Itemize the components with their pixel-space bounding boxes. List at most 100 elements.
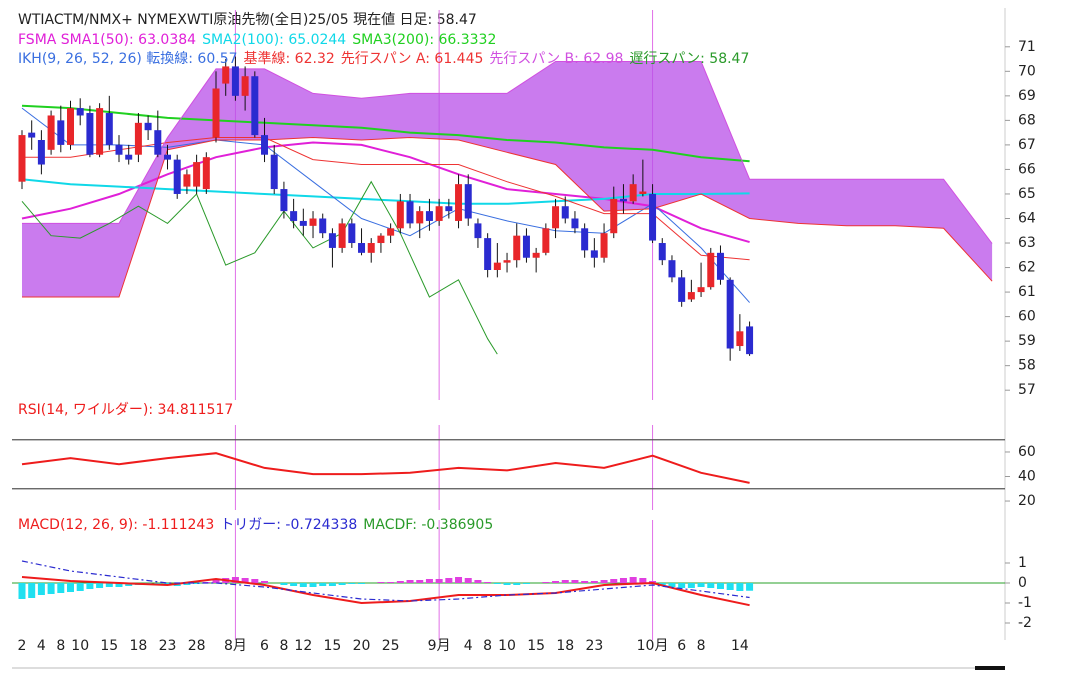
candle-body [164,154,172,160]
candle-body [600,233,608,258]
candle-body [134,122,142,155]
y-tick-label: 58 [1018,358,1036,374]
ichimoku-line [22,136,993,298]
histogram-bar [377,582,385,583]
x-tick-label: 14 [731,638,749,654]
x-tick-label: 2 [18,638,27,654]
candle-body [290,211,298,221]
x-tick-label: 4 [37,638,46,654]
y-tick-label: 70 [1018,63,1036,79]
candle-body [86,113,94,155]
candle-body [639,191,647,194]
candle-body [629,184,637,202]
legend: MACD(12, 26, 9): -1.111243 トリガー: -0.72433… [18,517,493,533]
legend-entry: RSI(14, ワイルダー): 34.811517 [18,402,233,418]
histogram-bar [183,583,191,585]
y-tick-label: 60 [1018,444,1036,460]
candle-body [222,66,230,84]
candle-body [532,252,540,258]
candle-body [96,108,104,155]
y-tick-label: -1 [1018,595,1032,611]
candle-body [377,235,385,244]
histogram-bar [736,583,744,591]
histogram-bar [687,583,695,588]
histogram-bar [658,583,666,585]
candle-body [270,154,278,190]
histogram-bar [474,580,482,583]
histogram-bar [231,577,239,583]
y-tick-label: 57 [1018,382,1036,398]
candle-body [115,144,123,155]
candle-body [726,279,734,349]
candle-body [493,262,501,270]
histogram-bar [125,583,133,586]
candle-body [367,243,375,253]
histogram-bar [18,583,26,599]
histogram-bar [309,583,317,587]
histogram-bar [47,583,55,594]
candle-body [261,135,269,155]
histogram-bar [280,583,288,585]
candle-body [542,228,550,253]
legend-entry: SMA2(100): 65.0244 [202,32,346,48]
candle-body [406,201,414,224]
candle-body [513,235,521,261]
x-tick-label: 18 [129,638,147,654]
ichimoku-line [21,180,498,355]
y-tick-label: 66 [1018,161,1036,177]
y-tick-label: 1 [1018,555,1027,571]
histogram-bar [328,583,336,586]
y-tick-label: 69 [1018,88,1036,104]
histogram-bar [396,581,404,583]
histogram-bar [493,583,501,584]
histogram-bar [57,583,65,593]
legend-entry: SMA3(200): 66.3332 [352,32,496,48]
candle-body [202,157,210,190]
y-tick-label: 64 [1018,210,1036,226]
candle-body [610,198,618,234]
candle-body [658,243,666,261]
histogram-bar [697,583,705,587]
histogram-bar [435,579,443,583]
candle-body [697,287,705,293]
x-tick-label: 8 [56,638,65,654]
x-tick-label: 15 [324,638,342,654]
legend-entry: MACDF: -0.386905 [363,517,493,533]
ichimoku-line [22,61,993,244]
candle-body [319,218,327,234]
histogram-bar [649,581,657,583]
candle-body [687,292,695,300]
histogram-bar [212,580,220,583]
x-tick-label: 10 [498,638,516,654]
histogram-bar [455,577,463,583]
y-tick-label: -2 [1018,615,1032,631]
histogram-bar [66,583,74,592]
histogram-bar [261,581,269,583]
histogram-bar [319,583,327,586]
candle-body [66,108,74,145]
histogram-bar [629,577,637,583]
moving-average [21,104,750,163]
x-tick-label: 18 [556,638,574,654]
candle-body [678,277,686,302]
y-tick-label: 20 [1018,493,1036,509]
histogram-bar [678,583,686,588]
candle-body [47,115,55,150]
x-tick-label: 8月 [224,638,247,654]
legend-entry: FSMA SMA1(50): 63.0384 [18,32,196,48]
y-tick-label: 65 [1018,186,1036,202]
histogram-bar [299,583,307,587]
histogram-bar [338,583,346,585]
candle-body [193,162,201,187]
y-tick-label: 67 [1018,137,1036,153]
candle-body [212,88,220,138]
legend-entry: トリガー: -0.724338 [220,517,357,533]
histogram-bar [581,581,589,583]
histogram-bar [154,583,162,584]
y-tick-label: 62 [1018,260,1036,276]
candle-body [144,122,152,131]
candle-body [154,130,162,155]
candle-body [105,113,113,145]
histogram-bar [561,580,569,583]
